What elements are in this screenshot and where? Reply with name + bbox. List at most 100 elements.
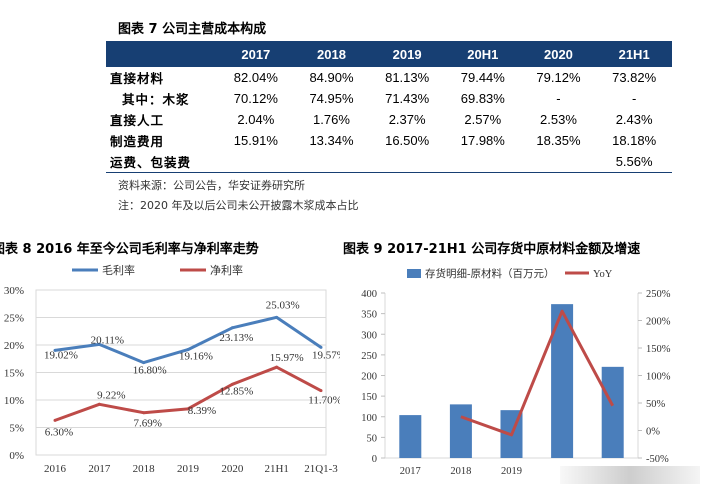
table-cell: 84.90% [309, 70, 354, 85]
legend-swatch [407, 269, 421, 278]
x-tick-label: 2020 [221, 463, 244, 475]
table-cell: 13.34% [309, 133, 354, 148]
table-cell: - [631, 91, 637, 106]
header-cell: 2018 [293, 41, 370, 67]
header-cell: 20H1 [444, 41, 521, 67]
x-tick-label: 2017 [88, 463, 111, 475]
data-label: 19.57% [312, 349, 340, 361]
table-header-row: 2017 2018 2019 20H1 2020 21H1 [106, 41, 672, 67]
cost-structure-table: 2017 2018 2019 20H1 2020 21H1 直接材料 82.04… [106, 41, 672, 173]
data-label: 19.16% [179, 351, 213, 363]
inventory-bar-chart: 0 50 100 150 200 250 300 350 400 -50% 0% 50% 100% 150… [361, 267, 671, 477]
row-label: 其中：木浆 [122, 92, 190, 107]
x-tick-label: 21H1 [264, 463, 288, 475]
y-tick-label: 25% [4, 313, 24, 325]
table-row: 制造费用 15.91% 13.34% 16.50% 17.98% 18.35% … [106, 130, 672, 151]
table-cell: 71.43% [385, 91, 430, 106]
data-label: 8.39% [188, 405, 216, 417]
data-label: 16.80% [133, 365, 167, 377]
y2-tick-label: -50% [646, 454, 669, 465]
data-label: 7.69% [133, 418, 161, 430]
x-tick-label: 2017 [400, 466, 421, 477]
data-point [230, 326, 234, 330]
data-point [319, 345, 323, 349]
data-label: 6.30% [45, 426, 73, 438]
table-cell: 1.76% [313, 112, 350, 127]
y-tick-label: 300 [361, 330, 377, 341]
table-title: 图表 7 公司主营成本构成 [118, 22, 267, 37]
table-cell: 17.98% [460, 133, 505, 148]
row-label: 直接人工 [110, 113, 165, 128]
y2-tick-label: 0% [646, 427, 660, 438]
y-tick-label: 0% [9, 450, 24, 462]
table-cell: 2.43% [615, 112, 653, 127]
y-tick-label: 0 [372, 454, 377, 465]
data-label: 23.13% [219, 332, 253, 344]
chart8-title: 图表 8 2016 年至今公司毛利率与净利率走势 [0, 242, 259, 257]
table-note: 注：2020 年及以后公司未公开披露木浆成本占比 [118, 199, 359, 212]
bar [601, 366, 624, 458]
data-label: 25.03% [266, 299, 300, 311]
data-label: 15.97% [270, 352, 304, 364]
legend-label: YoY [593, 269, 613, 280]
data-point [53, 348, 57, 352]
x-tick-label: 2019 [177, 463, 200, 475]
x-tick-label: 2016 [44, 463, 67, 475]
y-tick-label: 250 [361, 351, 377, 362]
table-cell: 2.53% [540, 112, 577, 127]
y2-tick-label: 50% [646, 399, 666, 410]
y-tick-label: 100 [361, 413, 377, 424]
y-tick-label: 150 [361, 392, 377, 403]
table-row: 运费、包装费 5.56% [106, 151, 672, 173]
bar [399, 415, 422, 458]
table-cell: 5.56% [596, 151, 672, 173]
table-cell: 82.04% [233, 70, 278, 85]
data-point [230, 382, 234, 386]
header-cell: 2019 [369, 41, 445, 67]
table-cell: 15.91% [233, 133, 278, 148]
legend-label: 存货明细-原材料（百万元） [425, 267, 555, 280]
data-label: 19.02% [44, 349, 78, 361]
chart9-title: 图表 9 2017-21H1 公司存货中原材料金额及增速 [343, 242, 641, 257]
y-tick-label: 15% [4, 368, 24, 380]
table-source: 资料来源：公司公告，华安证券研究所 [118, 179, 305, 192]
table-cell: 16.50% [385, 133, 430, 148]
table-cell: 70.12% [233, 91, 278, 106]
table-cell: 81.13% [385, 70, 430, 85]
y-tick-label: 20% [4, 340, 24, 352]
y-tick-label: 350 [361, 310, 377, 321]
header-cell: 2020 [520, 41, 597, 67]
y-tick-label: 5% [9, 423, 24, 435]
bar [449, 404, 472, 458]
header-cell [106, 41, 218, 67]
table-cell: 69.83% [460, 91, 505, 106]
table-row: 其中：木浆 70.12% 74.95% 71.43% 69.83% - - [106, 88, 672, 109]
data-label: 11.70% [308, 395, 340, 407]
x-tick-label: 2018 [133, 463, 156, 475]
table-cell [520, 151, 597, 173]
x-tick-label: 2019 [501, 466, 522, 477]
y-tick-label: 50 [367, 433, 378, 444]
table-cell: 18.35% [536, 133, 581, 148]
x-tick-label: 2018 [450, 466, 471, 477]
data-point [97, 342, 101, 346]
y2-tick-label: 150% [646, 344, 671, 355]
y-tick-label: 200 [361, 372, 377, 383]
data-label: 9.22% [97, 389, 125, 401]
y-tick-label: 400 [361, 289, 377, 300]
table-cell: 79.12% [536, 70, 581, 85]
data-point [97, 402, 101, 406]
data-point [142, 361, 146, 365]
bar [551, 304, 574, 458]
margin-line-chart: 0% 5% 10% 15% 20% 25% 30% 2016 2017 2018 2019 2020 2… [4, 263, 340, 475]
data-label: 20.11% [91, 334, 125, 346]
table-cell [444, 151, 521, 173]
data-point [53, 418, 57, 422]
row-label: 制造费用 [110, 134, 165, 149]
table-row: 直接材料 82.04% 84.90% 81.13% 79.44% 79.12% … [106, 67, 672, 88]
table-row: 直接人工 2.04% 1.76% 2.37% 2.57% 2.53% 2.43% [106, 109, 672, 130]
y-tick-label: 30% [4, 285, 24, 297]
y2-tick-label: 200% [646, 317, 671, 328]
header-cell: 2017 [218, 41, 294, 67]
y-tick-label: 10% [4, 395, 24, 407]
